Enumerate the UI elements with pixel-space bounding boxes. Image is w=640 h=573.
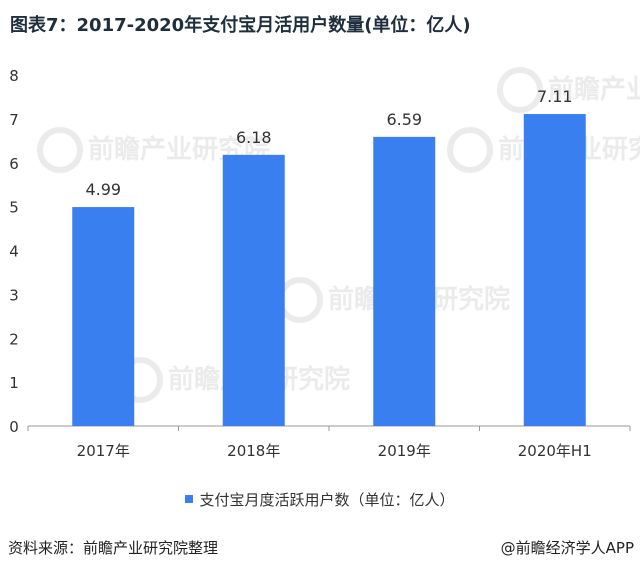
bar (72, 207, 135, 426)
y-tick-label: 3 (9, 286, 19, 304)
watermark-circle (277, 277, 323, 323)
y-tick-label: 1 (9, 374, 19, 392)
data-label: 6.59 (386, 110, 422, 129)
watermark-circle (497, 67, 543, 113)
bar (523, 114, 586, 426)
y-tick-label: 5 (9, 199, 19, 217)
chart-title: 图表7：2017-2020年支付宝月活用户数量(单位：亿人) (10, 15, 471, 36)
y-tick-label: 4 (9, 243, 19, 261)
y-tick-label: 7 (9, 111, 19, 129)
legend-swatch (185, 494, 194, 503)
x-tick-label: 2018年 (227, 442, 280, 460)
bar-chart: 前瞻产业研究院前瞻产业研究院前瞻产业研究院前瞻产业研究院前瞻产业研究院 0123… (9, 67, 640, 460)
legend-label: 支付宝月度活跃用户数（单位：亿人） (199, 491, 455, 509)
watermark-circle (447, 127, 493, 173)
watermark-text: 前瞻产业研究院 (548, 74, 640, 105)
data-label: 4.99 (85, 180, 121, 199)
data-label: 7.11 (537, 87, 573, 106)
bar (222, 154, 285, 427)
y-tick-label: 6 (9, 155, 19, 173)
y-axis: 0 1 2 3 4 5 6 7 8 (9, 67, 19, 436)
x-tick-label: 2019年 (378, 442, 431, 460)
bar-series: 4.99 6.18 6.59 7.11 (72, 87, 586, 427)
watermark-logo: 前瞻产业研究院 (497, 67, 640, 113)
source-note: 资料来源：前瞻产业研究院整理 (8, 539, 219, 557)
data-label: 6.18 (236, 128, 272, 147)
y-tick-label: 2 (9, 330, 19, 348)
x-tick-label: 2017年 (77, 442, 130, 460)
legend: 支付宝月度活跃用户数（单位：亿人） (0, 489, 640, 510)
credit-note: @前瞻经济学人APP (500, 539, 634, 557)
y-tick-label: 8 (9, 67, 19, 85)
x-axis: 2017年 2018年 2019年 2020年H1 (27, 426, 631, 460)
y-tick-label: 0 (9, 418, 19, 436)
watermark-circle (37, 127, 83, 173)
bar (373, 136, 436, 426)
x-tick-label: 2020年H1 (518, 442, 592, 460)
